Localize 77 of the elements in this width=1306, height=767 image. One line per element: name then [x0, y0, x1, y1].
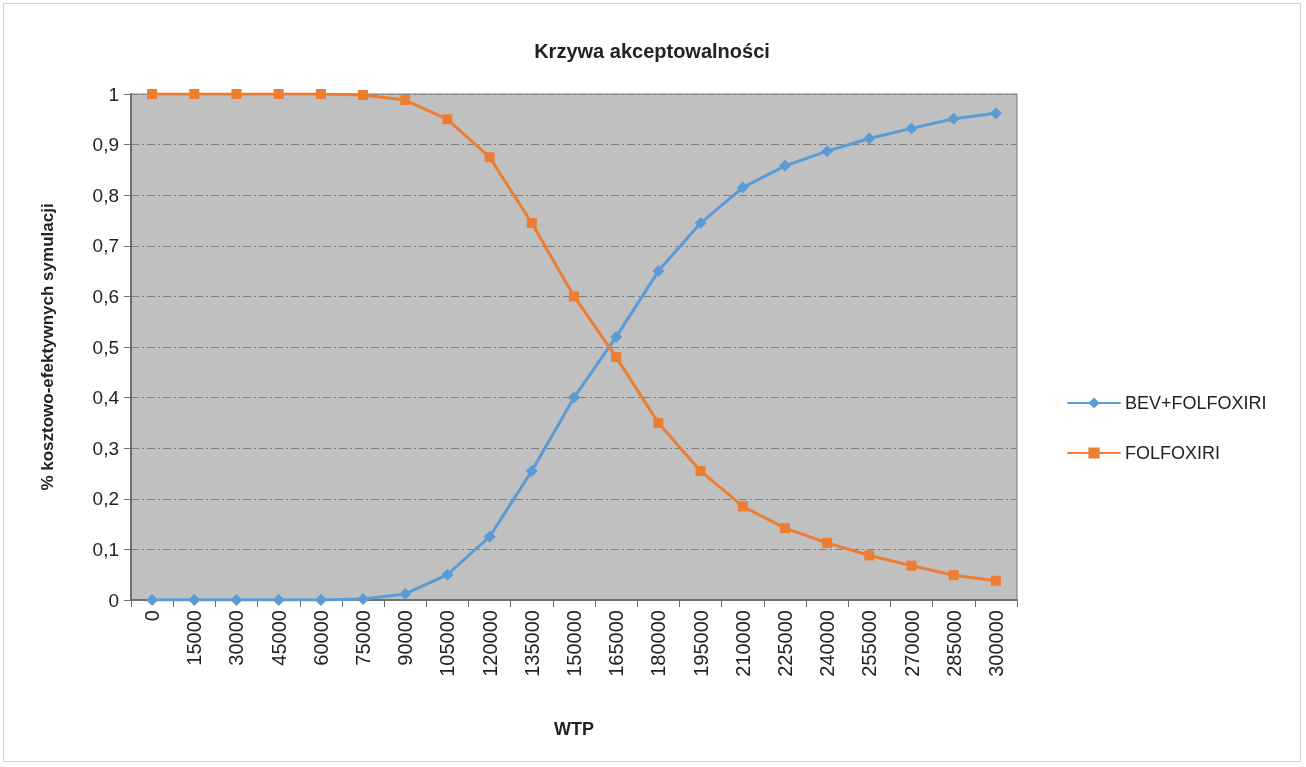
point [864, 550, 875, 561]
x-tick-label: 75000 [352, 610, 375, 666]
point [315, 89, 326, 99]
point [611, 352, 622, 363]
point [822, 537, 833, 548]
x-tick-label: 45000 [267, 610, 290, 666]
y-tick-label: 0,9 [92, 134, 119, 156]
point [525, 464, 538, 477]
point [568, 391, 580, 404]
point [779, 523, 790, 534]
point [947, 112, 960, 125]
x-tick-label: 120000 [478, 610, 501, 677]
y-tick-label: 0,1 [92, 538, 119, 560]
y-tick-label: 0,3 [92, 437, 119, 459]
point [231, 89, 242, 99]
x-tick-label: 30000 [225, 610, 248, 666]
point [400, 95, 411, 106]
point [990, 575, 1001, 586]
x-tick-label: 150000 [563, 610, 585, 677]
chart-title: Krzywa akceptowalności [534, 40, 770, 62]
y-tick-label: 0,8 [92, 184, 119, 206]
point [569, 291, 579, 302]
x-tick-label: 255000 [858, 610, 881, 677]
x-tick-label: 285000 [942, 610, 965, 677]
point [778, 159, 791, 172]
point [653, 417, 664, 428]
legend-label: FOLFOXIRI [1125, 443, 1221, 463]
y-tick-label: 1 [108, 83, 119, 105]
x-tick-label: 15000 [183, 610, 206, 666]
legend-label: BEV+FOLFOXIRI [1125, 393, 1267, 413]
y-axis-title: % kosztowo-efektywnych symulacji [38, 203, 57, 491]
y-tick-label: 0,2 [92, 488, 119, 510]
point [695, 465, 706, 476]
point [905, 122, 918, 135]
point [526, 218, 537, 229]
point [906, 560, 917, 571]
point [863, 132, 876, 145]
point [948, 570, 959, 581]
point [736, 181, 749, 194]
x-tick-label: 0 [141, 610, 164, 622]
point [652, 265, 665, 278]
y-tick-label: 0,5 [92, 336, 119, 358]
y-tick-label: 0,6 [92, 285, 119, 307]
y-tick-label: 0,4 [92, 387, 120, 409]
point [483, 530, 496, 543]
point [357, 592, 370, 605]
x-tick-label: 105000 [436, 610, 459, 677]
x-tick-label: 300000 [984, 610, 1007, 677]
x-tick-label: 135000 [520, 610, 543, 677]
point [821, 145, 834, 158]
x-tick-label: 165000 [605, 610, 628, 677]
point [189, 89, 200, 99]
point [188, 594, 201, 606]
y-tick-label: 0,7 [92, 235, 119, 257]
x-tick-label: 60000 [309, 610, 332, 666]
x-axis-title: WTP [554, 719, 594, 739]
x-tick-label: 180000 [647, 610, 670, 677]
point [230, 594, 243, 606]
x-tick-label: 240000 [816, 610, 839, 677]
point [399, 587, 412, 600]
x-tick-label: 195000 [689, 610, 712, 677]
x-tick-label: 225000 [773, 610, 796, 677]
point [358, 90, 369, 101]
x-tick-label: 210000 [731, 610, 754, 677]
point [737, 501, 748, 512]
x-tick-label: 90000 [394, 610, 417, 666]
x-tick-label: 270000 [900, 610, 923, 677]
point [442, 114, 453, 125]
point [989, 107, 1002, 120]
point [694, 217, 707, 230]
point [273, 89, 284, 99]
point [484, 152, 495, 163]
point [610, 330, 623, 343]
point [272, 594, 285, 606]
y-tick-label: 0 [108, 589, 119, 611]
point [147, 89, 158, 99]
point [441, 568, 454, 581]
